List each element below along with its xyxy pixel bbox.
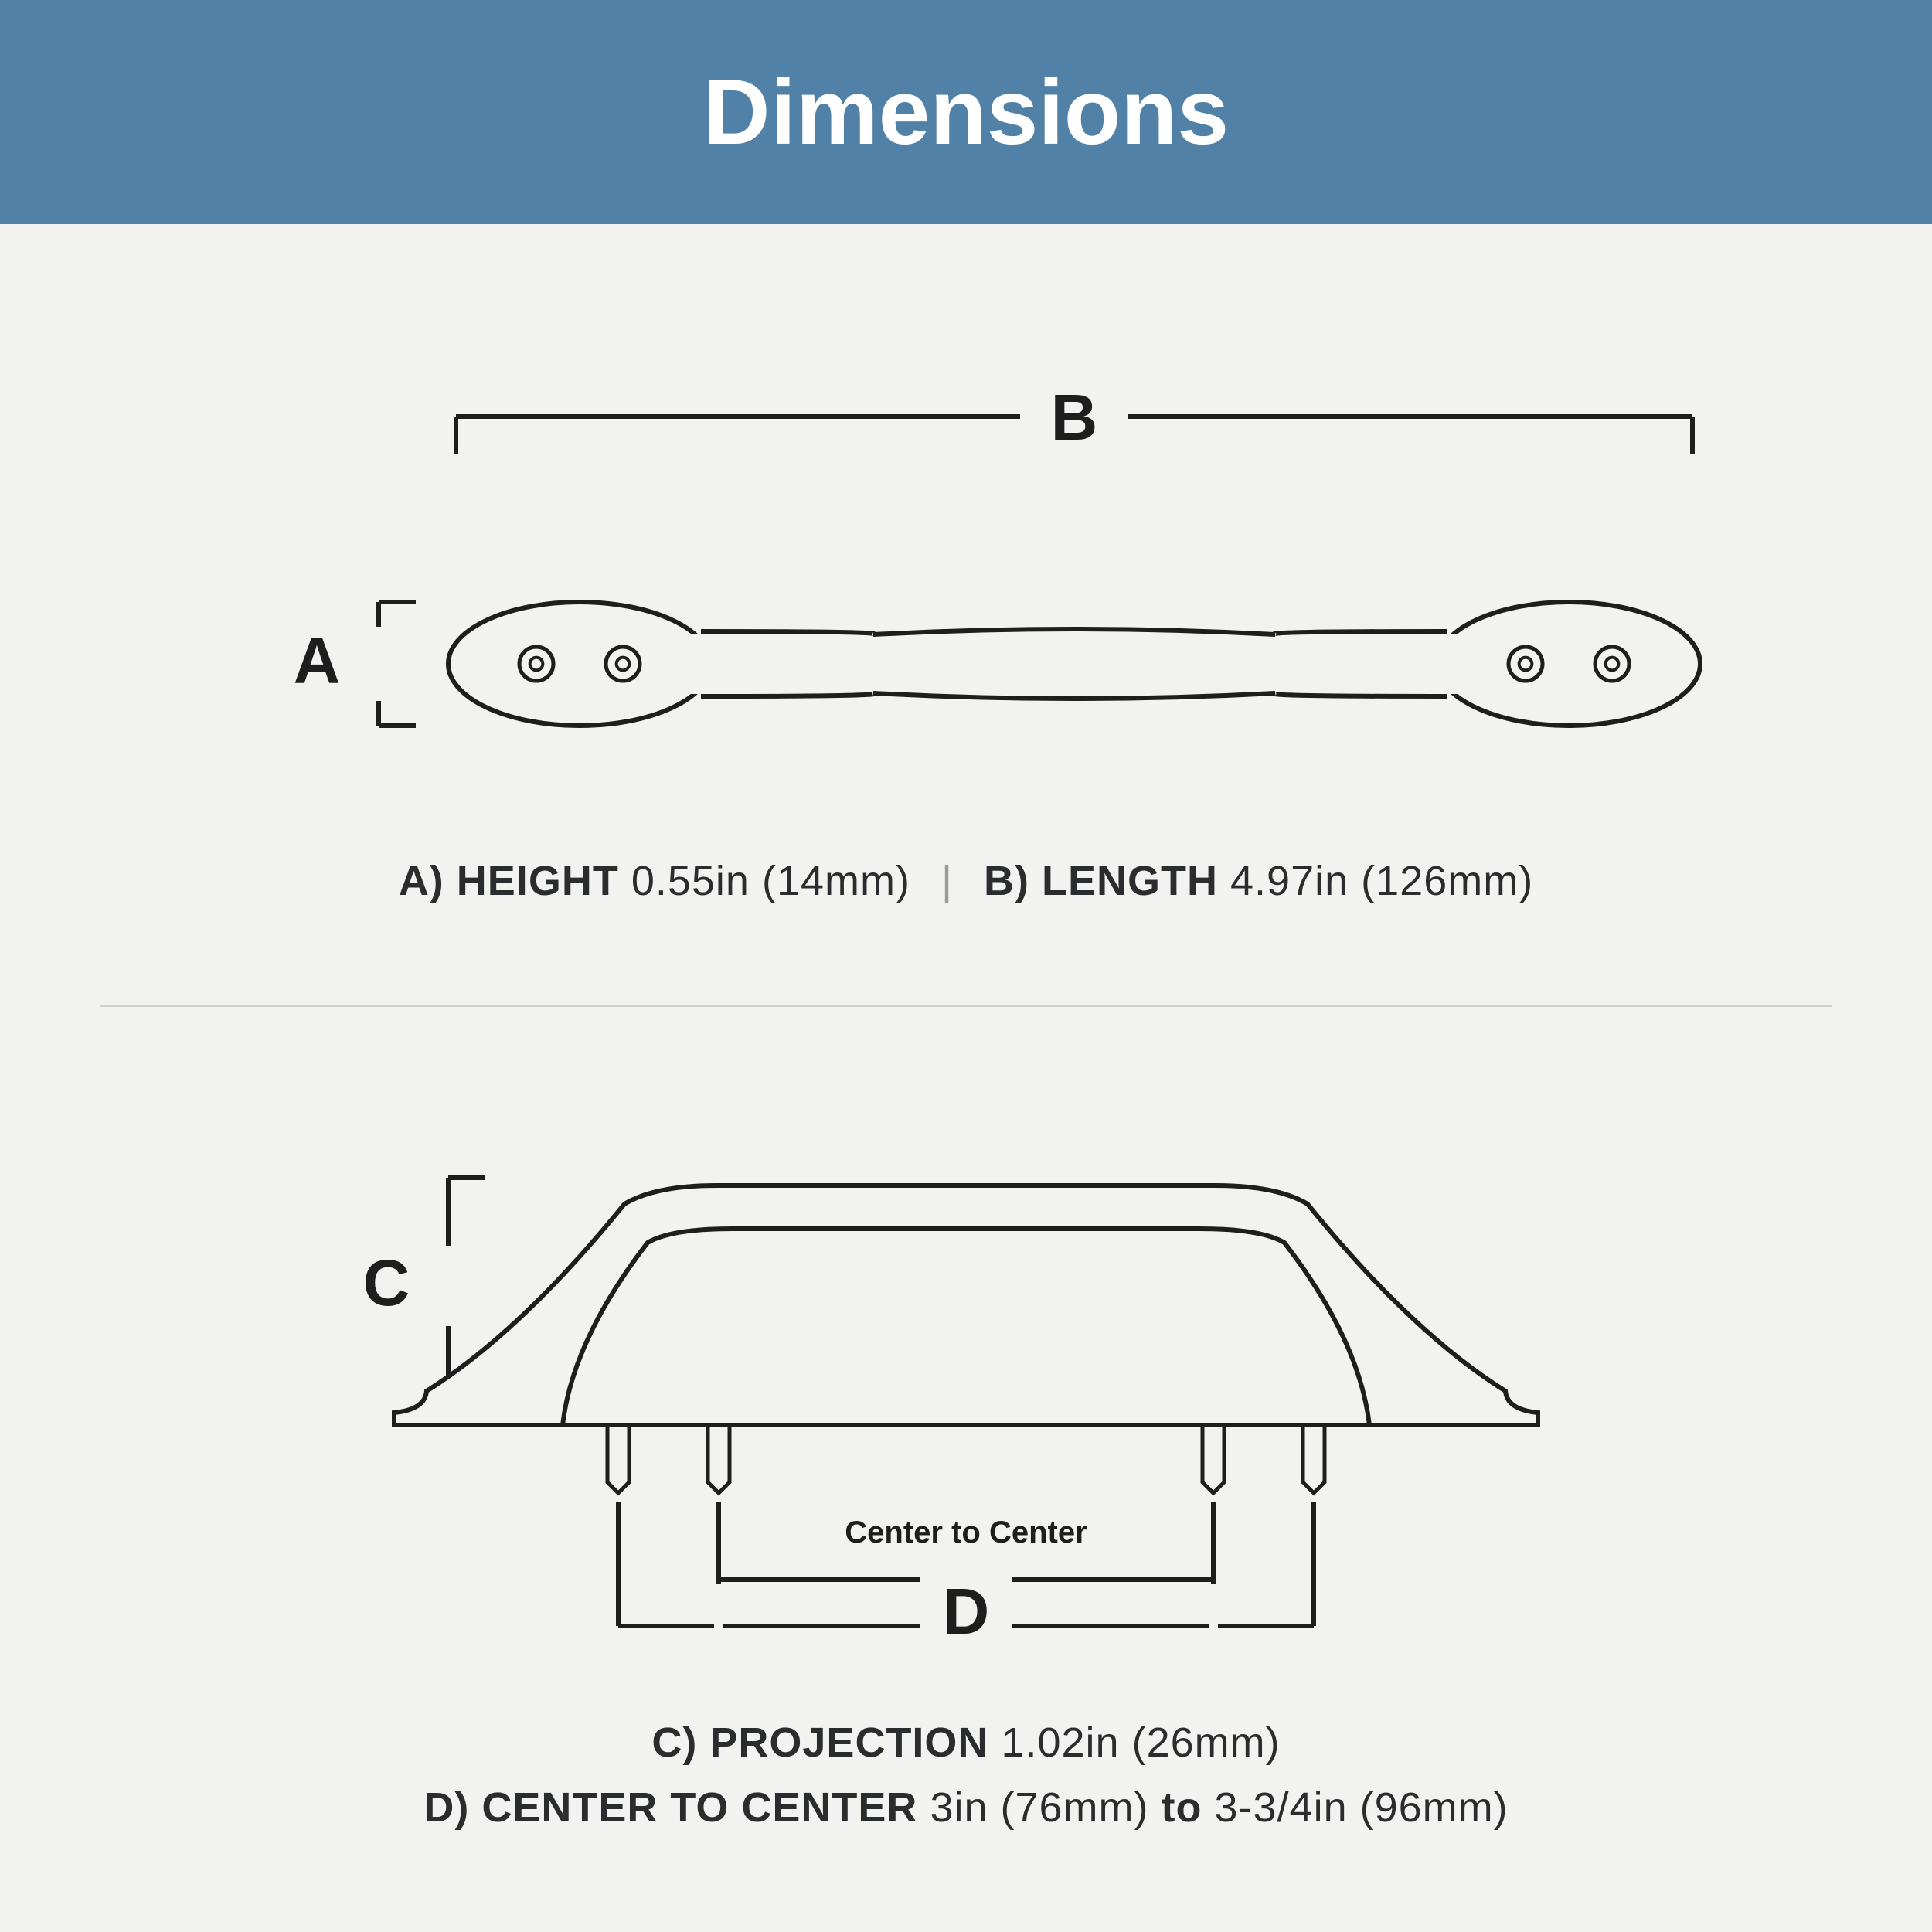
top-caption: A) HEIGHT 0.55in (14mm) | B) LENGTH 4.97… xyxy=(399,857,1533,905)
caption-separator: | xyxy=(941,858,953,904)
d-joiner: to xyxy=(1162,1784,1202,1831)
c-label: C) PROJECTION xyxy=(651,1719,988,1766)
b-label: B) LENGTH xyxy=(984,858,1218,904)
a-label: A) HEIGHT xyxy=(399,858,619,904)
side-caption: C) PROJECTION 1.02in (26mm) D) CENTER TO… xyxy=(423,1711,1508,1840)
top-view-diagram: BA xyxy=(209,370,1723,849)
svg-text:B: B xyxy=(1051,381,1098,454)
b-value: 4.97in (126mm) xyxy=(1230,858,1533,904)
svg-text:C: C xyxy=(363,1247,410,1319)
side-view-diagram: C Center to Center D xyxy=(286,1131,1646,1688)
a-value: 0.55in (14mm) xyxy=(631,858,910,904)
c-value: 1.02in (26mm) xyxy=(1001,1719,1280,1766)
header-title: Dimensions xyxy=(703,59,1229,165)
svg-text:D: D xyxy=(943,1575,990,1648)
d-value-a: 3in (76mm) xyxy=(930,1784,1148,1831)
header-bar: Dimensions xyxy=(0,0,1932,224)
svg-text:A: A xyxy=(294,624,341,697)
side-view-section: C Center to Center D C) PROJECTION 1.02in … xyxy=(0,1007,1932,1927)
top-view-section: BA A) HEIGHT 0.55in (14mm) | B) LENGTH 4… xyxy=(0,224,1932,1005)
d-label: D) CENTER TO CENTER xyxy=(423,1784,917,1831)
svg-text:Center to Center: Center to Center xyxy=(845,1515,1087,1549)
d-value-b: 3-3/4in (96mm) xyxy=(1215,1784,1509,1831)
